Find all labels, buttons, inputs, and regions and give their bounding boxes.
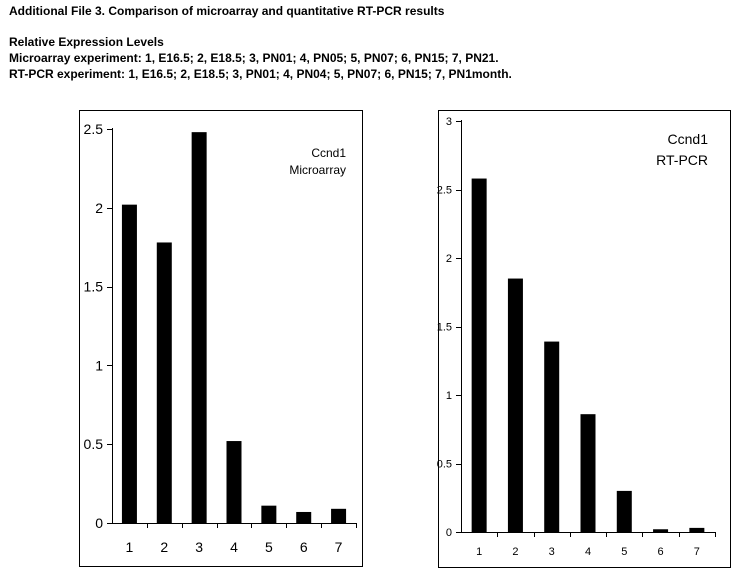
chart-annotation: Ccnd1 [311, 146, 346, 160]
y-tick-label: 1.5 [84, 279, 104, 295]
bar [156, 242, 172, 524]
microarray-legend-line: Microarray experiment: 1, E16.5; 2, E18.… [9, 51, 499, 65]
y-tick-label: 2 [446, 253, 452, 265]
microarray-chart: 0 0.5 1 1.5 2 2.5 1 2 3 4 5 6 7 Ccnd1 Microarray [79, 110, 363, 567]
x-tick-label: 7 [694, 546, 700, 558]
bar [296, 511, 312, 523]
x-tick-label: 1 [126, 539, 134, 555]
x-tick-label: 7 [335, 539, 343, 555]
x-tick-label: 4 [585, 546, 591, 558]
x-tick-label: 3 [195, 539, 203, 555]
rtpcr-chart: 0 0.5 1 1.5 2 2.5 3 1 2 3 4 5 6 7 Ccnd1 RT-PCR [437, 110, 731, 568]
y-tick-label: 2 [95, 200, 103, 216]
bar [580, 414, 596, 532]
chart-annotation: RT-PCR [656, 152, 708, 168]
x-tick-label: 2 [160, 539, 168, 555]
rtpcr-legend-line: RT-PCR experiment: 1, E16.5; 2, E18.5; 3… [9, 67, 512, 81]
chart-annotation: Microarray [289, 163, 346, 177]
x-tick-label: 2 [512, 546, 518, 558]
y-tick-label: 1 [446, 390, 452, 402]
x-tick-label: 5 [265, 539, 273, 555]
bar [471, 178, 487, 532]
x-tick-label: 6 [300, 539, 308, 555]
x-tick-label: 3 [549, 546, 555, 558]
y-tick-label: 3 [446, 116, 452, 128]
bar [507, 278, 523, 532]
bar [653, 529, 669, 532]
bar [226, 441, 242, 523]
x-tick-label: 5 [621, 546, 627, 558]
y-tick-label: 1 [95, 357, 103, 373]
x-tick-label: 1 [476, 546, 482, 558]
bar [544, 341, 560, 532]
y-tick-label: 0.5 [437, 458, 452, 470]
y-tick-label: 2.5 [437, 184, 452, 196]
bar [616, 490, 632, 532]
y-tick-label: 0.5 [84, 436, 104, 452]
chart-annotation: Ccnd1 [668, 131, 709, 147]
bar [261, 505, 277, 523]
y-tick-label: 0 [95, 515, 103, 531]
bar [191, 132, 207, 523]
y-tick-label: 2.5 [84, 121, 104, 137]
x-tick-label: 6 [658, 546, 664, 558]
bar [121, 204, 137, 523]
section-subtitle: Relative Expression Levels [9, 35, 164, 49]
page-title: Additional File 3. Comparison of microar… [9, 4, 445, 18]
bar [689, 527, 705, 532]
x-tick-label: 4 [230, 539, 238, 555]
bar [331, 508, 347, 523]
y-tick-label: 1.5 [437, 321, 452, 333]
y-tick-label: 0 [446, 527, 452, 539]
